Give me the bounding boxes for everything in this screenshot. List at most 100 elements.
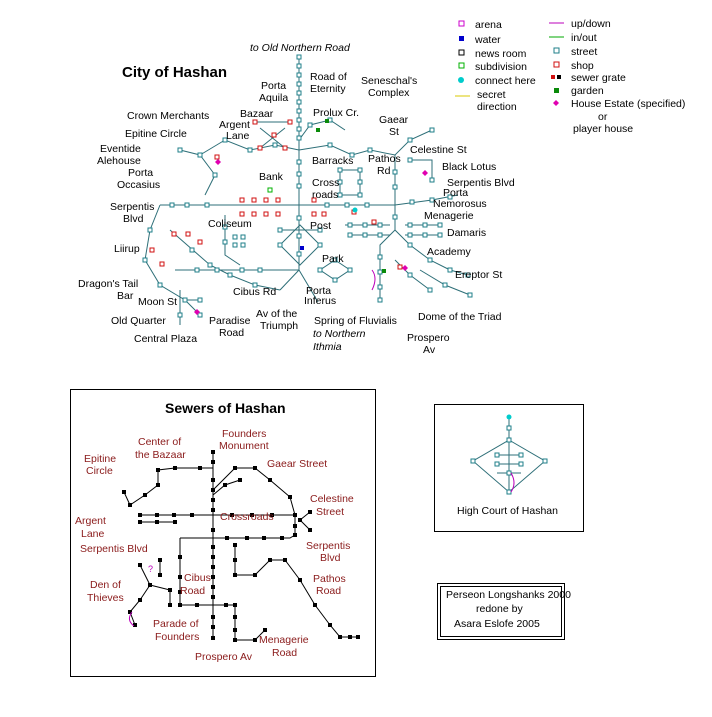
sewer-label-crossroads: Crossroads <box>220 511 274 523</box>
sewers-frame <box>70 389 376 677</box>
sewer-label-cibus-2: Road <box>180 585 205 597</box>
label-av-triumph-1: Av of the <box>256 308 297 320</box>
city-specials <box>194 119 428 315</box>
label-paradise-1: Paradise <box>209 315 251 327</box>
sewer-label-argent-2: Lane <box>81 528 105 540</box>
label-argent-lane-2: Lane <box>226 130 250 142</box>
sewer-label-serpentis-e1: Serpentis <box>306 540 350 552</box>
legend: arena water news room subdivision connec… <box>455 18 685 135</box>
label-seneschal-1: Seneschal's <box>361 75 417 87</box>
credits-line-1: Perseon Longshanks 2000 <box>446 589 571 601</box>
label-porta-occasius-2: Occasius <box>117 179 160 191</box>
sewer-label-parade-2: Founders <box>155 631 199 643</box>
sewer-label-den-1: Den of <box>90 579 121 591</box>
sewer-label-prospero: Prospero Av <box>195 651 253 663</box>
sewer-label-epitine-1: Epitine <box>84 453 116 465</box>
legend-news-room: news room <box>475 48 527 60</box>
label-to-northern-1: to Northern <box>313 328 366 340</box>
label-spring-fluvialis: Spring of Fluvialis <box>314 315 397 327</box>
label-eventide-2: Alehouse <box>97 155 141 167</box>
sewers-map: Sewers of Hashan <box>70 389 376 677</box>
label-central-plaza: Central Plaza <box>134 333 197 345</box>
credits-box: Perseon Longshanks 2000 redone by Asara … <box>437 583 571 640</box>
label-damaris: Damaris <box>447 227 486 239</box>
label-cibus-rd: Cibus Rd <box>233 286 276 298</box>
label-seneschal-2: Complex <box>368 87 410 99</box>
high-court-frame <box>434 404 584 532</box>
sewer-label-serpentis-e2: Blvd <box>320 552 341 564</box>
label-eventide-1: Eventide <box>100 143 141 155</box>
label-bazaar: Bazaar <box>240 108 274 120</box>
label-ereptor-st: Ereptor St <box>455 269 502 281</box>
legend-subdivision-swatch <box>458 62 465 69</box>
legend-street-swatch <box>553 47 560 54</box>
label-road-of-eternity-2: Eternity <box>310 83 346 95</box>
label-bank: Bank <box>259 171 284 183</box>
sewer-label-menagerie-2: Road <box>272 647 297 659</box>
sewer-label-den-2: Thieves <box>87 592 124 604</box>
label-dragons-tail-1: Dragon's Tail <box>78 278 138 290</box>
legend-arena: arena <box>475 19 502 31</box>
label-crown-merchants: Crown Merchants <box>127 110 209 122</box>
legend-news-swatch <box>458 49 465 56</box>
sewer-label-parade-1: Parade of <box>153 618 199 630</box>
legend-in-out: in/out <box>571 32 597 44</box>
label-epitine-circle: Epitine Circle <box>125 128 187 140</box>
label-moon-st: Moon St <box>138 296 177 308</box>
legend-player-house: player house <box>573 123 633 135</box>
label-porta-aquila-2: Aquila <box>259 92 288 104</box>
label-old-quarter: Old Quarter <box>111 315 166 327</box>
sewer-updown-link <box>128 611 135 627</box>
label-to-northern-2: Ithmia <box>313 341 342 353</box>
label-porta-inferus-1: Porta <box>306 285 331 297</box>
sewer-label-founders-1: Founders <box>222 428 266 440</box>
label-menagerie: Menagerie <box>424 210 474 222</box>
label-coliseum: Coliseum <box>208 218 252 230</box>
label-academy: Academy <box>427 246 472 258</box>
label-dragons-tail-2: Bar <box>117 290 134 302</box>
high-court-map: High Court of Hashan <box>434 404 584 532</box>
city-labels: Road of Eternity Porta Aquila Seneschal'… <box>78 71 515 356</box>
legend-connect-here: connect here <box>475 75 536 87</box>
sewer-label-pathos-1: Pathos <box>313 573 346 585</box>
sewer-label-celestine-2: Street <box>316 506 344 518</box>
label-road-of-eternity-1: Road of <box>310 71 347 83</box>
legend-or: or <box>598 111 608 123</box>
label-serpentis-blvd-e: Serpentis Blvd <box>447 177 515 189</box>
legend-house-swatch <box>553 100 559 106</box>
label-gaear-st-2: St <box>389 126 399 138</box>
sewer-label-serpentis-w: Serpentis Blvd <box>80 543 148 555</box>
legend-garden-swatch <box>554 88 559 93</box>
label-park: Park <box>322 253 344 265</box>
legend-grate-swatch-red <box>551 75 555 79</box>
city-street-rooms <box>142 54 473 318</box>
legend-secret-1: secret <box>477 89 506 101</box>
label-barracks: Barracks <box>312 155 353 167</box>
sewer-label-center-bazaar-2: the Bazaar <box>135 449 186 461</box>
legend-arena-swatch <box>458 20 465 27</box>
sewer-label-pathos-2: Road <box>316 585 341 597</box>
sewer-secret-mark: ? <box>148 564 153 574</box>
label-pathos-rd-1: Pathos <box>368 153 401 165</box>
label-prospero-2: Av <box>423 344 436 356</box>
label-av-triumph-2: Triumph <box>260 320 298 332</box>
credits-line-2: redone by <box>476 603 523 615</box>
label-gaear-st-1: Gaear <box>379 114 409 126</box>
sewer-label-menagerie-1: Menagerie <box>259 634 309 646</box>
legend-garden: garden <box>571 85 604 97</box>
label-porta-nemorosus-1: Porta <box>443 187 468 199</box>
label-dome-triad: Dome of the Triad <box>418 311 502 323</box>
legend-water-swatch <box>459 36 464 41</box>
label-porta-occasius-1: Porta <box>128 167 153 179</box>
legend-connect-swatch <box>458 77 464 83</box>
label-porta-inferus-2: Inferus <box>304 295 336 307</box>
legend-grate-swatch-black <box>557 75 561 79</box>
legend-house-estate: House Estate (specified) <box>571 98 685 110</box>
label-liirup: Liirup <box>114 243 140 255</box>
label-serpentis-blvd-w1: Serpentis <box>110 201 154 213</box>
legend-street: street <box>571 46 597 58</box>
label-celestine-st: Celestine St <box>410 144 467 156</box>
credits-line-3: Asara Eslofe 2005 <box>454 618 540 630</box>
sewer-label-argent-1: Argent <box>75 515 106 527</box>
